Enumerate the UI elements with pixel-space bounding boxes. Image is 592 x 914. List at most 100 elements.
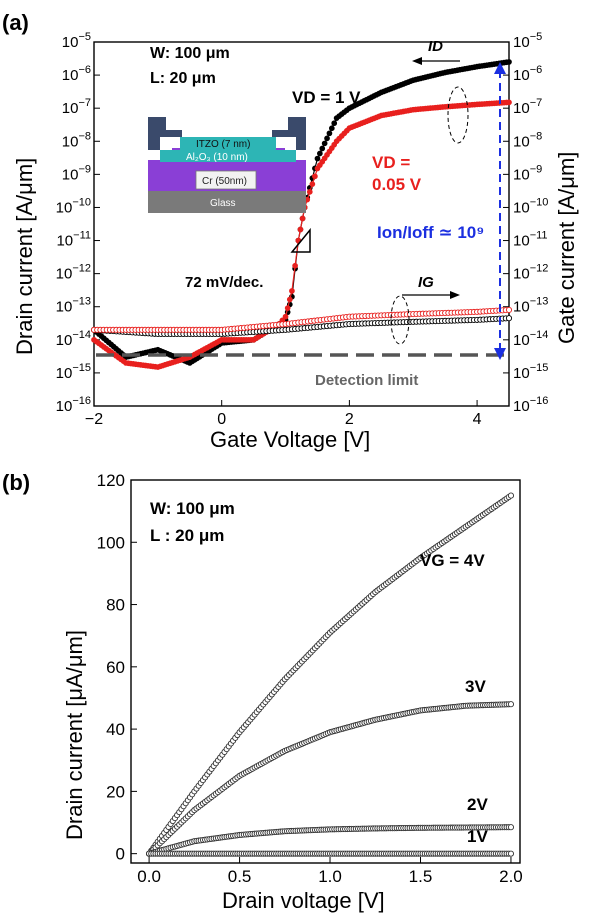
y-tick-label: 10−7 (62, 97, 91, 117)
y-tick-label: 10−8 (62, 130, 91, 150)
al-contact-left (148, 117, 182, 150)
y2-tick-label: 10−9 (513, 163, 542, 183)
x-tick-label: 0.5 (228, 867, 252, 886)
data-point (309, 181, 316, 187)
onoff-arrow-head-bottom (494, 348, 506, 360)
y-tick-label: 0 (116, 845, 125, 864)
y-tick-label: 10−5 (62, 31, 91, 51)
y2-tick-label: 10−14 (513, 329, 548, 349)
y2-tick-label: 10−10 (513, 196, 548, 216)
panel-b-ylabel: Drain current [μA/μm] (62, 630, 87, 840)
data-point (286, 296, 293, 303)
curve-label-2v: 2V (467, 795, 488, 814)
y-tick-label: 80 (106, 596, 125, 615)
panel-a-series (90, 59, 513, 370)
data-point (328, 125, 335, 132)
y2-tick-label: 10−16 (513, 395, 548, 415)
al-contact-right (272, 117, 306, 150)
data-point (331, 120, 338, 127)
panel-b-y-ticks: 0 20 40 60 80 100 120 (97, 471, 137, 864)
data-point (321, 140, 328, 147)
data-point (505, 315, 513, 322)
data-point (297, 226, 304, 233)
cr-label: Cr (50nm) (202, 176, 247, 187)
y-tick-label: 10−6 (62, 64, 91, 84)
data-point (507, 824, 515, 831)
x-tick-label: −2 (85, 411, 103, 428)
data-point (299, 215, 306, 222)
curve-label-3v: 3V (465, 677, 486, 696)
panel-a-y-ticks: 10−16 10−15 10−14 10−13 10−12 10−11 10−10 10−9 1… (56, 31, 100, 415)
data-point (326, 130, 333, 137)
panel-b-xlabel: Drain voltage [V] (222, 888, 385, 913)
curve-label-1v: 1V (467, 827, 488, 846)
y-tick-label: 120 (97, 471, 125, 490)
itzo-layer (160, 137, 296, 162)
x-tick-label: 1.5 (409, 867, 433, 886)
y-tick-label: 100 (97, 533, 125, 552)
data-point (282, 313, 289, 320)
y-tick-label: 40 (106, 720, 125, 739)
cr-layer (195, 170, 257, 190)
data-point (507, 850, 515, 857)
panel-b-info-l: L : 20 μm (150, 526, 224, 545)
device-inset: Glass Cr (50nm) Al₂O₃ (10 nm) ITZO (7 nm… (148, 117, 306, 213)
x-tick-label: 2 (345, 411, 354, 428)
y2-tick-label: 10−5 (513, 31, 542, 51)
x-tick-label: 2.0 (499, 867, 523, 886)
data-point (314, 155, 321, 162)
data-point (306, 189, 313, 195)
curve-label-4v: VG = 4V (420, 551, 485, 570)
id-arrow-head (412, 57, 422, 65)
panel-a-ylabel-right: Gate current [A/μm] (554, 152, 579, 344)
detection-limit-label: Detection limit (315, 372, 418, 389)
y2-tick-label: 10−8 (513, 130, 542, 150)
ig-label: IG (418, 274, 434, 291)
slope-triangle (290, 227, 311, 253)
glass-layer (148, 191, 306, 213)
data-point (507, 492, 515, 499)
data-point (312, 173, 318, 180)
x-tick-label: 1.0 (318, 867, 342, 886)
x-tick-label: 4 (473, 411, 482, 428)
onoff-arrow-head-top (494, 62, 506, 74)
data-point (505, 306, 513, 313)
panel-a-info-w: W: 100 μm (150, 45, 230, 62)
id-label: ID (428, 38, 443, 55)
data-point (324, 135, 330, 142)
x-tick-label: 0.0 (137, 867, 161, 886)
panel-a-x-ticks: −2 0 2 4 (85, 400, 482, 428)
y2-tick-label: 10−12 (513, 263, 548, 283)
data-point (289, 288, 295, 294)
al-label: Al (168, 122, 177, 133)
y-tick-label: 60 (106, 658, 125, 677)
y2-tick-label: 10−6 (513, 64, 542, 84)
y2-tick-label: 10−11 (513, 230, 548, 250)
panel-b-info-w: W: 100 μm (150, 499, 235, 518)
panel-a-label: (a) (2, 10, 29, 35)
panel-a-frame (93, 41, 510, 407)
y-tick-label: 10−14 (56, 329, 91, 349)
vd005-label-1: VD = (372, 153, 410, 172)
y2-tick-label: 10−7 (513, 97, 542, 117)
panel-a-xlabel: Gate Voltage [V] (210, 427, 370, 452)
panel-a-info-l: L: 20 μm (150, 70, 216, 87)
vd1-label: VD = 1 V (292, 88, 361, 107)
y-tick-label: 10−15 (56, 362, 91, 382)
y-tick-label: 10−12 (56, 263, 91, 283)
y-tick-label: 20 (106, 782, 125, 801)
y2-tick-label: 10−15 (513, 362, 548, 382)
glass-label: Glass (210, 198, 236, 209)
onoff-label: Ion/Ioff ≃ 10⁹ (377, 223, 484, 242)
y2-tick-label: 10−13 (513, 296, 548, 316)
y-tick-label: 10−10 (56, 196, 91, 216)
panel-a-y2-ticks: 10−16 10−15 10−14 10−13 10−12 10−11 10−10 10−9 1… (503, 31, 548, 415)
ss-label: 72 mV/dec. (185, 274, 263, 291)
data-point (292, 262, 298, 269)
x-tick-label: 0 (217, 411, 226, 428)
panel-b: (b) 0 20 40 60 80 100 120 0.0 0.5 1.0 1.5 2.0 W: 1… (2, 470, 523, 913)
data-point (317, 150, 323, 157)
data-point (506, 59, 512, 65)
itzo-label: ITZO (7 nm) (196, 139, 250, 150)
